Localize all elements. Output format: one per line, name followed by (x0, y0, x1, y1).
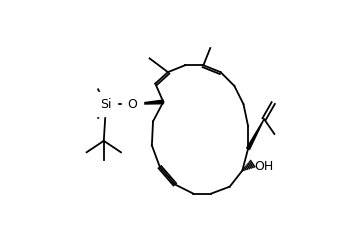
Text: O: O (127, 98, 137, 111)
Polygon shape (132, 100, 164, 104)
Text: OH: OH (254, 160, 273, 172)
Polygon shape (247, 119, 264, 150)
Text: Si: Si (100, 98, 112, 111)
